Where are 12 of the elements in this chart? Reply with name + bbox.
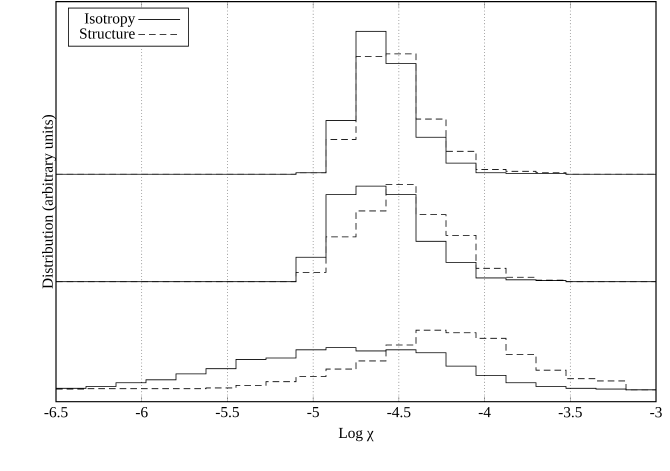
x-tick-label: -5 xyxy=(307,407,319,418)
legend-label: Isotropy xyxy=(84,13,136,27)
x-tick-label: -4.5 xyxy=(387,407,410,418)
x-tick-label: -4 xyxy=(478,407,491,418)
x-tick-label: -3.5 xyxy=(558,407,582,418)
x-axis-title: Log χ xyxy=(338,428,374,442)
x-tick-label: -6.5 xyxy=(44,407,68,418)
legend-label: Structure xyxy=(80,28,135,39)
y-axis-title: Distribution (arbitrary units) xyxy=(42,115,56,289)
x-tick-label: -3 xyxy=(650,407,662,418)
x-tick-label: -5.5 xyxy=(216,407,239,418)
x-tick-label: -6 xyxy=(136,407,148,418)
